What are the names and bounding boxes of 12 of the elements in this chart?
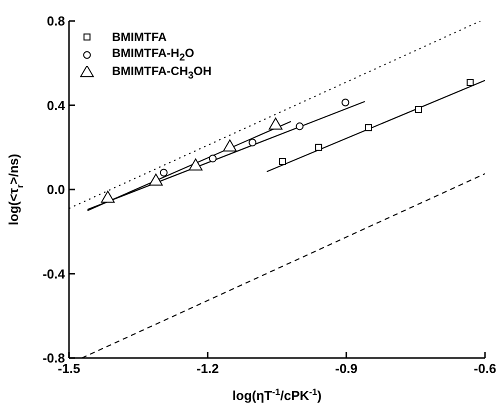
x-axis-title: log(ηT$^{-1}$/cPK$^{-1}$): [232, 387, 322, 403]
x-tick-label: -0.6: [474, 361, 496, 376]
y-tick-label: 0.8: [46, 14, 65, 29]
legend-label: BMIMTFA-CH$_{3}$OH: [112, 64, 212, 82]
y-tick-label: -0.4: [42, 266, 66, 282]
y-tick-label: 0.4: [46, 98, 66, 113]
legend-label: BMIMTFA-H$_{2}$O: [112, 46, 194, 64]
x-tick-label: -1.2: [196, 361, 219, 376]
y-tick-label: 0.0: [46, 182, 65, 198]
legend-label: BMIMTFA: [112, 30, 167, 44]
y-tick-label: -0.8: [42, 350, 65, 366]
x-tick-label: -0.9: [335, 361, 358, 376]
